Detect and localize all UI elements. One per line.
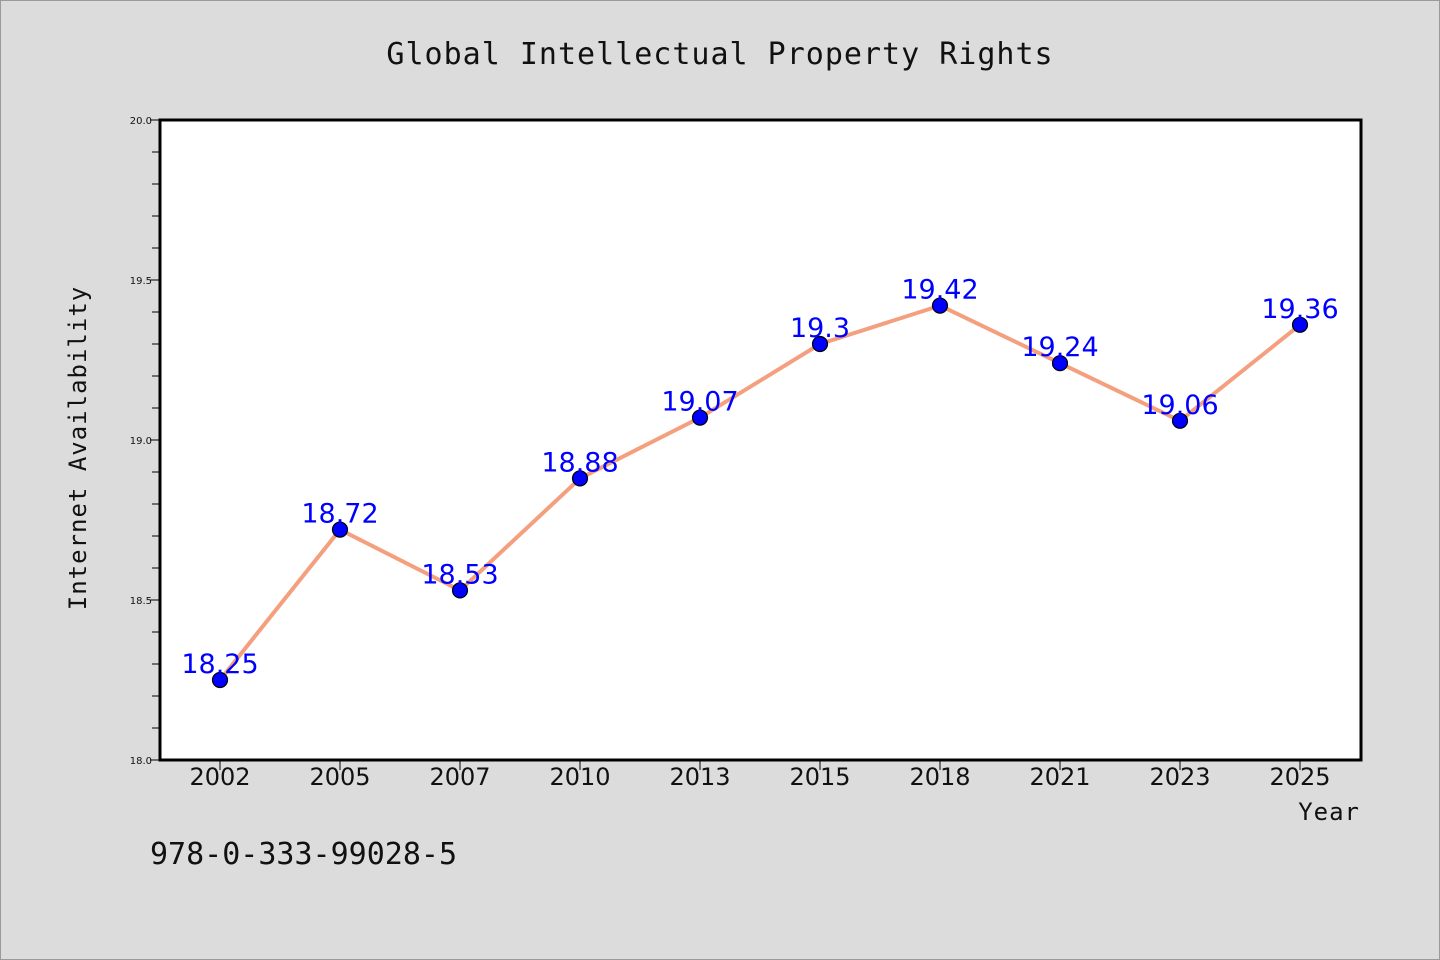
data-label: 19.36 [1261, 294, 1338, 325]
data-label: 19.07 [661, 387, 738, 418]
x-tick-label: 2015 [789, 763, 850, 791]
data-label: 18.72 [301, 499, 378, 530]
x-tick-label: 2018 [909, 763, 970, 791]
data-point [1171, 412, 1189, 429]
data-label: 19.42 [901, 275, 978, 306]
x-tick-label: 2005 [309, 763, 370, 791]
data-point [931, 297, 949, 314]
data-label: 19.06 [1141, 390, 1218, 421]
y-axis-label: Internet Availability [64, 286, 92, 610]
y-tick-label: 20.0 [130, 116, 152, 127]
isbn-text: 978-0-333-99028-5 [150, 837, 457, 872]
data-point [331, 521, 349, 538]
x-tick-label: 2013 [669, 763, 730, 791]
data-label: 18.88 [541, 447, 618, 478]
data-point [451, 582, 469, 599]
data-labels: 18.25 18.72 18.53 18.88 19.07 19.3 19.42 19.24 1… [181, 275, 1338, 680]
data-label: 19.3 [790, 313, 850, 344]
data-point [211, 671, 229, 689]
data-label: 18.53 [421, 559, 498, 590]
plot-area [158, 118, 1363, 762]
x-tick-label: 2021 [1029, 763, 1090, 791]
data-point [1051, 355, 1069, 372]
y-tick-label: 19.5 [130, 276, 152, 287]
data-label: 19.24 [1021, 332, 1098, 363]
x-tick-label: 2023 [1149, 763, 1210, 791]
y-axis: 18.0 18.5 19.0 19.5 20.0 [130, 116, 160, 767]
series-line [218, 303, 1302, 682]
data-point [571, 470, 589, 487]
chart-title: Global Intellectual Property Rights [386, 37, 1053, 72]
data-point [691, 409, 709, 426]
y-tick-label: 18.0 [130, 756, 152, 767]
x-tick-label: 2010 [549, 763, 610, 791]
x-axis: 2002 2005 2007 2010 2013 2015 2018 2021 2023 2025 [189, 760, 1331, 791]
y-tick-label: 18.5 [130, 596, 152, 607]
x-tick-label: 2002 [189, 763, 250, 791]
data-label: 18.25 [181, 649, 258, 680]
y-tick-label: 19.0 [130, 436, 152, 447]
x-axis-label: Year [1298, 798, 1360, 826]
series-line-group [218, 303, 1302, 682]
x-tick-label: 2007 [429, 763, 490, 791]
series-markers [211, 297, 1309, 689]
data-point [811, 335, 829, 353]
x-tick-label: 2025 [1269, 763, 1330, 791]
data-point [1291, 316, 1309, 333]
